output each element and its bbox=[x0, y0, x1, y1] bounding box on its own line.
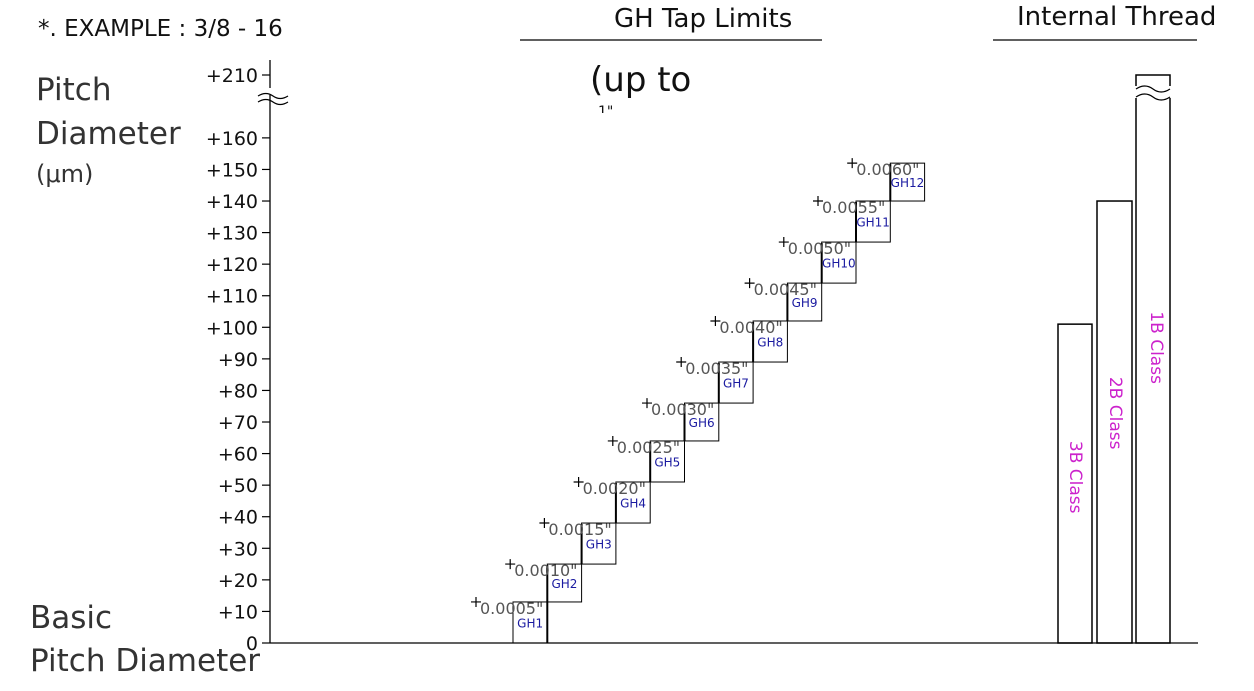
y-tick-label: +10 bbox=[218, 601, 258, 623]
inch-mark-cross bbox=[573, 476, 584, 487]
inch-mark-label: 0.0010" bbox=[514, 561, 577, 580]
y-tick-label: +20 bbox=[218, 570, 258, 592]
tap-limit-label: GH7 bbox=[723, 377, 749, 391]
tap-limit-label: GH12 bbox=[891, 176, 925, 190]
up-to-note: (up to bbox=[590, 60, 692, 100]
internal-thread-bar bbox=[1096, 200, 1133, 644]
y-tick-label: +40 bbox=[218, 507, 258, 529]
inch-mark-cross bbox=[505, 559, 516, 570]
tap-limit-label: GH8 bbox=[757, 336, 783, 350]
y-tick-label: +140 bbox=[206, 191, 258, 213]
inch-mark-label: 0.0035" bbox=[685, 359, 748, 378]
bar-break-gap bbox=[1134, 86, 1172, 98]
inch-mark-label: 0.0055" bbox=[822, 198, 885, 217]
internal-thread-title: Internal Thread bbox=[1017, 2, 1217, 32]
internal-thread-label: 3B Class bbox=[1065, 441, 1085, 514]
tap-limit-label: GH6 bbox=[689, 416, 715, 430]
y-tick-label: +80 bbox=[218, 380, 258, 402]
inch-mark-cross bbox=[744, 278, 755, 289]
internal-thread-bar bbox=[1135, 74, 1171, 644]
inch-mark-cross bbox=[539, 518, 550, 529]
base-label-line2: Pitch Diameter bbox=[30, 643, 261, 679]
inch-mark-cross bbox=[642, 398, 652, 409]
inch-mark-label: 0.0050" bbox=[788, 239, 851, 258]
tap-limits-title: GH Tap Limits bbox=[614, 4, 793, 34]
inch-mark-label: 0.0015" bbox=[548, 520, 611, 539]
inch-mark-label: 0.0025" bbox=[617, 438, 680, 457]
y-tick-label: +130 bbox=[206, 223, 258, 245]
internal-thread-label: 2B Class bbox=[1105, 377, 1125, 450]
inch-mark-label: 0.0020" bbox=[583, 479, 646, 498]
tap-limit-label: GH5 bbox=[654, 455, 680, 469]
y-tick-label: +150 bbox=[206, 159, 258, 181]
y-axis-label-line2: Diameter bbox=[36, 116, 181, 152]
inch-mark-label: 0.0030" bbox=[651, 400, 714, 419]
bar-break-mark bbox=[1135, 93, 1171, 101]
inch-mark-cross bbox=[607, 435, 618, 446]
axis-break-mark bbox=[257, 92, 289, 100]
y-tick-label: +100 bbox=[206, 317, 258, 339]
axis-break-mark bbox=[257, 98, 289, 106]
tap-limit-label: GH3 bbox=[586, 538, 612, 552]
inch-mark-cross bbox=[778, 237, 789, 248]
y-tick-label: +30 bbox=[218, 538, 258, 560]
tap-limit-label: GH1 bbox=[517, 616, 543, 630]
inch-mark-label: 0.0060" bbox=[856, 160, 919, 179]
tap-limit-label: GH10 bbox=[822, 257, 856, 271]
y-tick-label: +110 bbox=[206, 286, 258, 308]
y-tick-label: +50 bbox=[218, 475, 258, 497]
bar-break-mark bbox=[1135, 85, 1171, 93]
y-tick-label: +210 bbox=[206, 65, 258, 87]
y-tick-label: +160 bbox=[206, 128, 258, 150]
y-tick-label: +70 bbox=[218, 412, 258, 434]
internal-thread-label: 1B Class bbox=[1146, 311, 1166, 384]
internal-thread-bar bbox=[1057, 323, 1093, 644]
y-tick-label: +60 bbox=[218, 444, 258, 466]
tap-limit-label: GH9 bbox=[792, 296, 818, 310]
y-axis-label-line1: Pitch bbox=[36, 72, 112, 108]
inch-mark-cross bbox=[847, 158, 858, 169]
inch-mark-label: 0.0040" bbox=[719, 318, 782, 337]
inch-mark-cross bbox=[676, 357, 687, 368]
inch-mark-label: 0.0045" bbox=[754, 280, 817, 299]
tap-limit-label: GH2 bbox=[551, 577, 577, 591]
inch-mark-cross bbox=[471, 596, 481, 607]
tap-limit-label: GH11 bbox=[856, 216, 890, 230]
inch-mark-label: 0.0005" bbox=[480, 599, 543, 618]
inch-mark-cross bbox=[813, 196, 823, 207]
example-note: *. EXAMPLE : 3/8 - 16 bbox=[38, 16, 283, 42]
base-label-line1: Basic bbox=[30, 600, 113, 636]
y-axis-label-line3: (μm) bbox=[36, 160, 94, 188]
tap-limit-label: GH4 bbox=[620, 497, 646, 511]
y-tick-label: +90 bbox=[218, 349, 258, 371]
up-to-cut-fragment: 1" bbox=[598, 104, 614, 113]
inch-mark-cross bbox=[710, 315, 721, 326]
y-tick-label: 0 bbox=[246, 633, 258, 655]
y-tick-label: +120 bbox=[206, 254, 258, 276]
